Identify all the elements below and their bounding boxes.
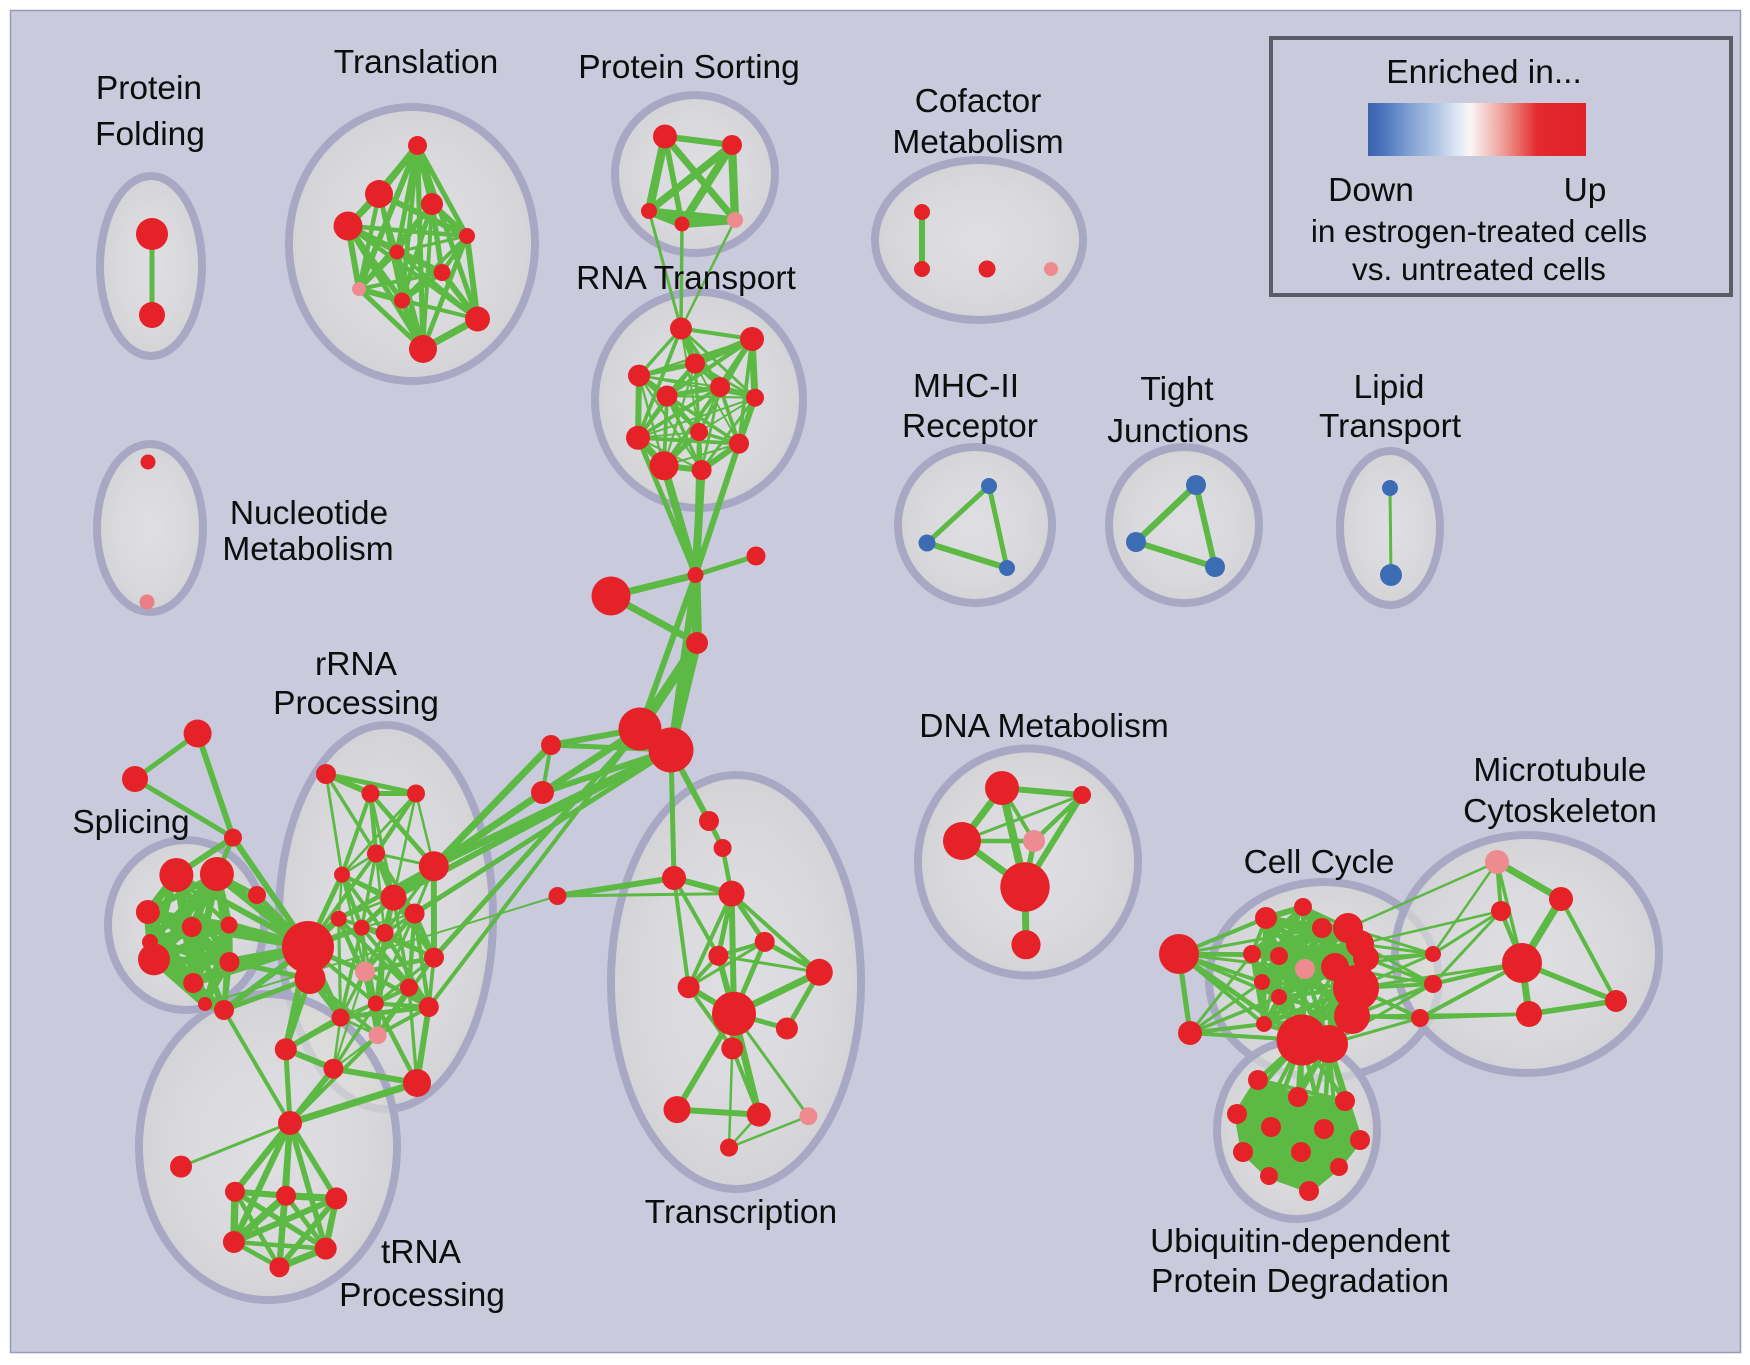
svg-text:in estrogen-treated cells: in estrogen-treated cells	[1311, 213, 1647, 249]
svg-text:Metabolism: Metabolism	[892, 124, 1063, 161]
svg-text:Protein Degradation: Protein Degradation	[1151, 1263, 1449, 1300]
svg-text:Down: Down	[1328, 172, 1414, 209]
svg-text:rRNA: rRNA	[315, 646, 398, 683]
svg-text:Ubiquitin-dependent: Ubiquitin-dependent	[1150, 1223, 1451, 1260]
svg-text:Microtubule: Microtubule	[1473, 752, 1646, 789]
svg-text:Lipid: Lipid	[1354, 369, 1425, 406]
svg-text:Cofactor: Cofactor	[915, 83, 1042, 120]
svg-text:Folding: Folding	[95, 116, 205, 153]
svg-text:Cytoskeleton: Cytoskeleton	[1463, 793, 1657, 830]
svg-text:Up: Up	[1564, 172, 1607, 209]
svg-text:Transcription: Transcription	[645, 1194, 837, 1231]
svg-text:Tight: Tight	[1140, 371, 1214, 408]
svg-text:Nucleotide: Nucleotide	[230, 495, 388, 532]
svg-text:Enriched in...: Enriched in...	[1386, 54, 1582, 91]
svg-text:DNA Metabolism: DNA Metabolism	[919, 708, 1168, 745]
svg-text:Splicing: Splicing	[72, 804, 189, 841]
svg-text:Transport: Transport	[1319, 408, 1462, 445]
svg-text:Metabolism: Metabolism	[222, 531, 393, 568]
svg-text:RNA Transport: RNA Transport	[576, 260, 796, 297]
svg-text:Processing: Processing	[339, 1277, 505, 1314]
svg-text:vs. untreated cells: vs. untreated cells	[1352, 251, 1606, 287]
svg-text:Translation: Translation	[334, 44, 498, 81]
svg-text:Protein: Protein	[96, 70, 202, 107]
svg-text:tRNA: tRNA	[381, 1234, 462, 1271]
svg-text:Receptor: Receptor	[902, 408, 1038, 445]
svg-text:Cell Cycle: Cell Cycle	[1244, 844, 1395, 881]
svg-text:Processing: Processing	[273, 685, 439, 722]
svg-text:MHC-II: MHC-II	[913, 368, 1019, 405]
svg-text:Protein Sorting: Protein Sorting	[578, 49, 800, 86]
svg-text:Junctions: Junctions	[1107, 413, 1249, 450]
